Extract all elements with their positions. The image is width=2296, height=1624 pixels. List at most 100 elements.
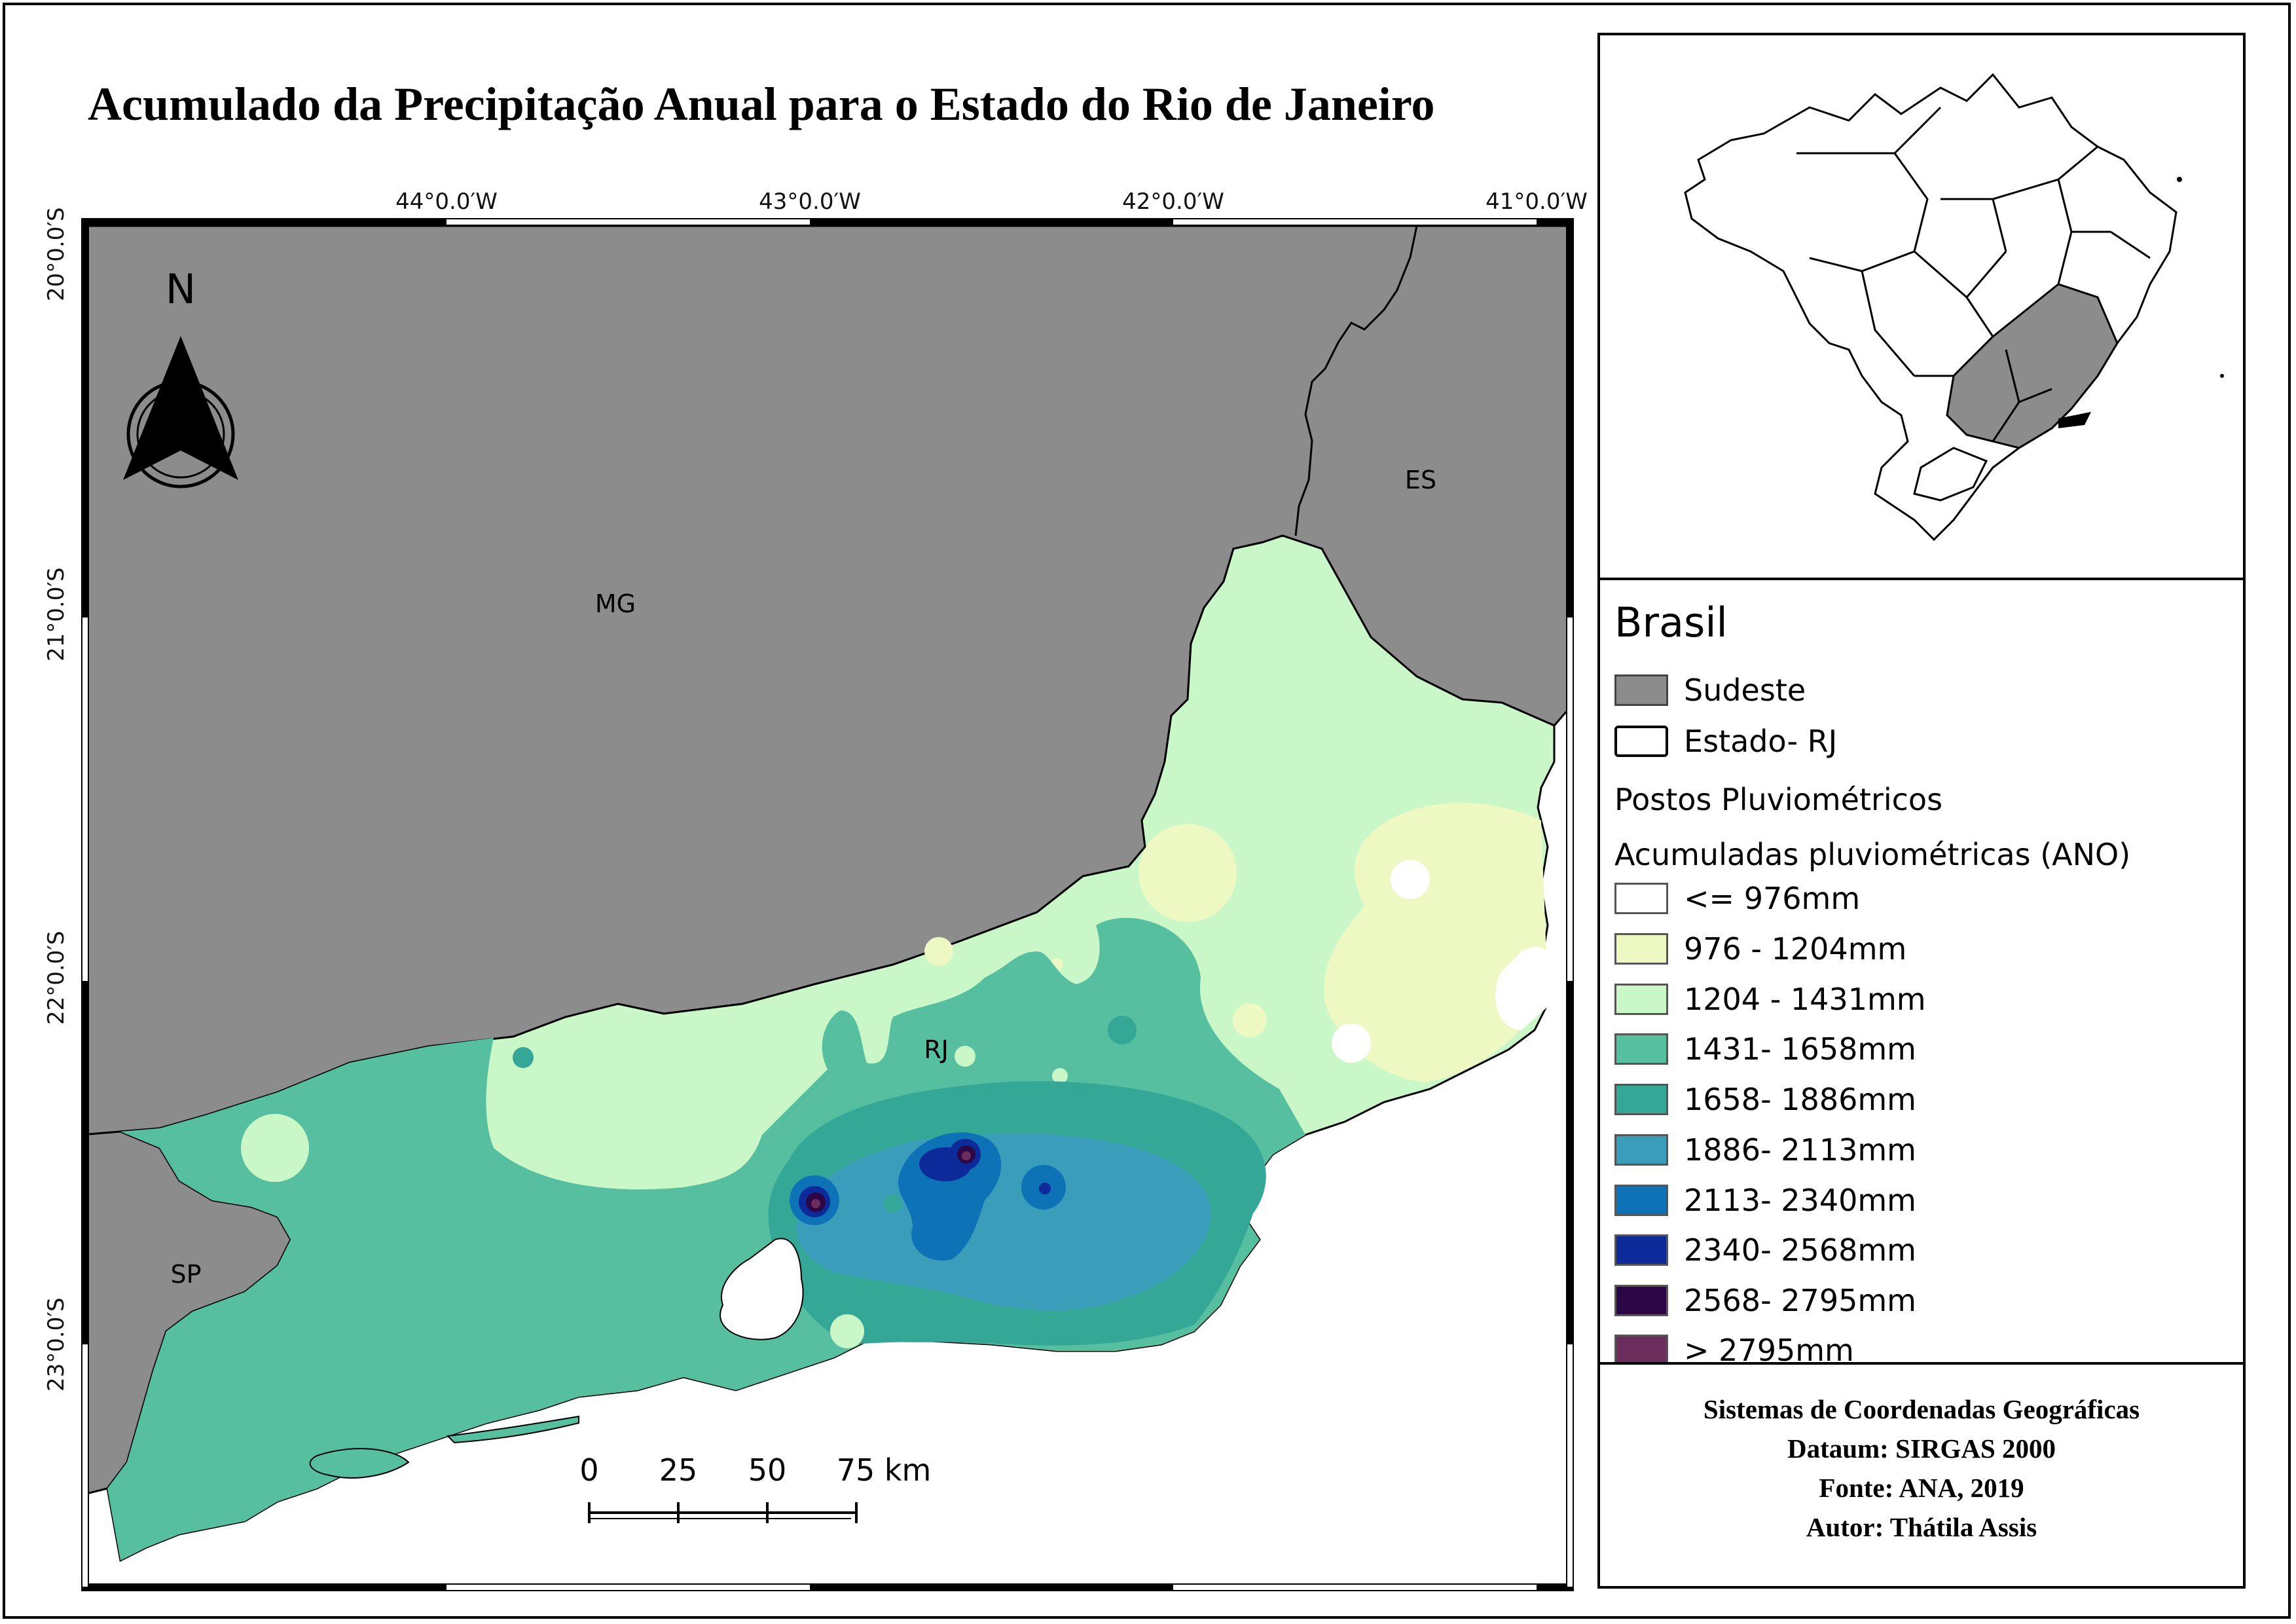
legend-label: Sudeste [1684,673,1806,708]
legend-label: > 2795mm [1684,1333,1854,1365]
precip-zone-1658-1886-spot [884,1194,902,1213]
legend-swatch [1614,1335,1668,1362]
author: Autor: Thátila Assis [1806,1512,2037,1542]
legend-label: 976 - 1204mm [1684,931,1907,967]
precip-zone-1204-1431-spot [830,1314,864,1348]
precip-zone-1204-1431-spot [657,1064,694,1101]
precip-zone-1431-1658 [107,917,1305,1560]
map-title: Acumulado da Precipitação Anual para o E… [88,78,1435,130]
precip-zone-le-976-spot [1332,1024,1371,1063]
legend-item-estado-rj: Estado- RJ [1614,723,1837,760]
scale-label-0: 0 [579,1452,599,1488]
legend-class-3: 1204 - 1431mm [1614,981,1926,1018]
legend-swatch [1614,1185,1668,1216]
precip-zone-1658-1886-spot [513,1047,534,1068]
legend-class-6: 1886- 2113mm [1614,1132,1916,1168]
legend-panel: Brasil Sudeste Estado- RJ Postos Pluviom… [1597,578,2246,1365]
legend-title: Brasil [1614,599,1728,646]
lat-label-23s: 23°0.0′S [43,1297,69,1392]
state-label-mg: MG [594,589,636,618]
map-canvas [81,218,1574,1591]
precip-zone-976-1204-spot [1233,1003,1267,1037]
scale-label-50: 50 [748,1452,787,1488]
info-panel: Sistemas de Coordenadas Geográficas Data… [1597,1362,2246,1589]
precip-zone-976-1204-north [1139,824,1237,922]
frame-tick [1173,219,1537,225]
frame-tick [1173,1585,1537,1590]
precip-zone-1658-1886-spot [1108,1016,1137,1044]
scale-label-25: 25 [659,1452,698,1488]
coordinate-system: Sistemas de Coordenadas Geográficas [1703,1394,2140,1424]
legend-swatch [1614,1285,1668,1316]
legend-class-2: 976 - 1204mm [1614,931,1906,967]
marambaia [446,1415,579,1444]
legend-swatch [1614,674,1668,706]
legend-label: 2113- 2340mm [1684,1183,1916,1218]
scale-label-75: 75 km [836,1452,932,1488]
datum: Dataum: SIRGAS 2000 [1787,1433,2056,1464]
north-arrow-icon [123,336,238,489]
legend-swatch [1614,883,1668,914]
legend-swatch [1614,1084,1668,1115]
legend-label: Estado- RJ [1684,724,1838,759]
legend-classes-title: Acumuladas pluviométricas (ANO) [1614,837,2131,872]
legend-label: 2340- 2568mm [1684,1232,1916,1268]
legend-class-10: > 2795mm [1614,1332,1854,1365]
frame-tick [82,618,88,981]
precip-zone-1204-1431-spot [955,1046,975,1067]
state-label-es: ES [1404,466,1437,494]
main-map[interactable]: N [81,218,1574,1591]
legend-class-8: 2340- 2568mm [1614,1232,1916,1268]
legend-swatch [1614,1033,1668,1065]
legend-swatch [1614,984,1668,1015]
precip-zone-976-1204-spot [924,937,953,966]
legend-swatch [1614,1134,1668,1166]
mg-es-border [1294,225,1418,536]
source: Fonte: ANA, 2019 [1819,1473,2024,1503]
precip-zone-gt-2795 [811,1199,820,1208]
frame-tick [82,1344,88,1587]
legend-item-sudeste: Sudeste [1614,672,1806,709]
lat-label-20s: 20°0.0′S [43,207,69,301]
legend-label: 1204 - 1431mm [1684,982,1926,1017]
legend-label: 2568- 2795mm [1684,1283,1916,1318]
precip-zone-976-1204-east [1324,802,1548,1082]
brazil-outline [1684,73,2224,542]
precip-zone-le-976-spot [1391,860,1430,899]
legend-stations-label: Postos Pluviométricos [1614,782,1943,817]
precip-zone-1204-1431-spot [241,1114,309,1182]
scale-bar-ticks [588,1502,858,1523]
legend-swatch [1614,726,1668,757]
legend-label: 1431- 1658mm [1684,1031,1916,1067]
precip-zone-le-976-coast [1495,946,1552,1030]
frame-tick [1567,618,1573,981]
lat-label-21s: 21°0.0′S [43,567,69,661]
state-label-rj: RJ [924,1035,949,1064]
precip-zone-gt-2795 [962,1151,971,1160]
legend-class-9: 2568- 2795mm [1614,1282,1916,1319]
ilha-grande [309,1448,410,1479]
lon-label-41w: 41°0.0′W [1485,189,1588,215]
legend-class-1: <= 976mm [1614,880,1860,917]
precip-zone-1204-1431-spot [729,1043,756,1069]
lat-label-22s: 22°0.0′S [43,931,69,1025]
frame-tick [446,1585,810,1590]
lon-label-43w: 43°0.0′W [759,189,861,215]
precip-zone-2340-2568 [1039,1183,1051,1194]
frame-tick [1567,1344,1573,1587]
legend-swatch [1614,1234,1668,1266]
precip-zone-1204-1431-spot [727,1132,745,1151]
north-arrow-label: N [165,265,196,313]
legend-class-5: 1658- 1886mm [1614,1081,1916,1118]
legend-label: 1658- 1886mm [1684,1082,1916,1117]
inset-map-brazil [1597,33,2246,580]
legend-class-7: 2113- 2340mm [1614,1182,1916,1219]
frame-tick [446,219,810,225]
lon-label-44w: 44°0.0′W [395,189,498,215]
precip-zone-1204-1431-spot [1052,1068,1068,1084]
legend-class-4: 1431- 1658mm [1614,1031,1916,1067]
page-border [3,3,2291,1619]
legend-label: <= 976mm [1684,881,1861,916]
legend-swatch [1614,933,1668,965]
state-label-sp: SP [170,1260,202,1289]
